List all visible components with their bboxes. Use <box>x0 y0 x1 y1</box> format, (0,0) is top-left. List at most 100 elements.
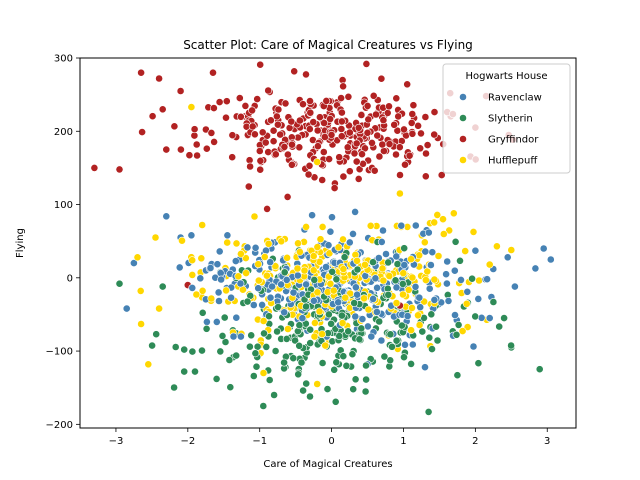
scatter-point-ravenclaw <box>425 229 432 236</box>
scatter-point-gryffindor <box>310 119 317 126</box>
scatter-point-hufflepuff <box>156 305 163 312</box>
scatter-point-gryffindor <box>409 130 416 137</box>
scatter-point-gryffindor <box>116 166 123 173</box>
scatter-point-gryffindor <box>392 151 399 158</box>
scatter-point-slytherin <box>345 328 352 335</box>
scatter-point-ravenclaw <box>290 289 297 296</box>
scatter-point-slytherin <box>501 315 508 322</box>
scatter-point-ravenclaw <box>444 258 451 265</box>
scatter-point-gryffindor <box>353 140 360 147</box>
scatter-point-slytherin <box>307 340 314 347</box>
scatter-point-ravenclaw <box>470 343 477 350</box>
x-tick-label: −2 <box>180 436 195 447</box>
scatter-point-ravenclaw <box>230 333 237 340</box>
x-tick-label: 3 <box>544 436 550 447</box>
scatter-point-gryffindor <box>247 163 254 170</box>
scatter-point-slytherin <box>338 312 345 319</box>
scatter-point-ravenclaw <box>364 323 371 330</box>
chart-title: Scatter Plot: Care of Magical Creatures … <box>183 38 473 52</box>
scatter-point-slytherin <box>343 362 350 369</box>
scatter-point-ravenclaw <box>359 316 366 323</box>
scatter-point-gryffindor <box>177 146 184 153</box>
scatter-point-hufflepuff <box>416 321 423 328</box>
scatter-point-hufflepuff <box>237 250 244 257</box>
scatter-point-slytherin <box>300 387 307 394</box>
scatter-point-slytherin <box>283 335 290 342</box>
scatter-point-gryffindor <box>396 171 403 178</box>
scatter-point-hufflepuff <box>301 267 308 274</box>
scatter-point-hufflepuff <box>431 276 438 283</box>
scatter-point-gryffindor <box>251 131 258 138</box>
scatter-point-slytherin <box>244 298 251 305</box>
scatter-point-slytherin <box>116 280 123 287</box>
scatter-point-ravenclaw <box>228 294 235 301</box>
scatter-point-gryffindor <box>320 148 327 155</box>
scatter-point-hufflepuff <box>138 320 145 327</box>
scatter-point-gryffindor <box>422 150 429 157</box>
scatter-point-slytherin <box>454 372 461 379</box>
scatter-point-slytherin <box>469 275 476 282</box>
scatter-point-hufflepuff <box>189 257 196 264</box>
scatter-point-gryffindor <box>284 193 291 200</box>
scatter-point-gryffindor <box>307 109 314 116</box>
scatter-point-slytherin <box>388 343 395 350</box>
scatter-point-slytherin <box>362 362 369 369</box>
scatter-point-slytherin <box>248 332 255 339</box>
scatter-point-gryffindor <box>358 111 365 118</box>
scatter-point-hufflepuff <box>409 274 416 281</box>
scatter-point-ravenclaw <box>422 248 429 255</box>
scatter-point-hufflepuff <box>260 369 267 376</box>
scatter-point-ravenclaw <box>398 222 405 229</box>
scatter-point-ravenclaw <box>214 261 221 268</box>
scatter-point-hufflepuff <box>340 266 347 273</box>
scatter-point-gryffindor <box>270 127 277 134</box>
scatter-point-gryffindor <box>163 146 170 153</box>
scatter-point-gryffindor <box>364 102 371 109</box>
scatter-point-gryffindor <box>306 98 313 105</box>
scatter-point-hufflepuff <box>339 319 346 326</box>
scatter-point-slytherin <box>376 318 383 325</box>
scatter-point-gryffindor <box>355 175 362 182</box>
scatter-point-ravenclaw <box>163 213 170 220</box>
scatter-point-gryffindor <box>365 116 372 123</box>
scatter-point-gryffindor <box>431 131 438 138</box>
scatter-point-ravenclaw <box>346 239 353 246</box>
scatter-point-gryffindor <box>259 129 266 136</box>
scatter-point-hufflepuff <box>476 277 483 284</box>
scatter-point-gryffindor <box>396 144 403 151</box>
scatter-point-gryffindor <box>296 117 303 124</box>
scatter-point-hufflepuff <box>134 254 141 261</box>
scatter-point-gryffindor <box>358 151 365 158</box>
scatter-point-gryffindor <box>372 111 379 118</box>
scatter-point-gryffindor <box>378 75 385 82</box>
scatter-point-gryffindor <box>211 138 218 145</box>
scatter-point-gryffindor <box>138 69 145 76</box>
scatter-point-slytherin <box>298 359 305 366</box>
scatter-point-ravenclaw <box>478 314 485 321</box>
scatter-point-hufflepuff <box>314 380 321 387</box>
scatter-point-gryffindor <box>236 95 243 102</box>
scatter-point-slytherin <box>233 352 240 359</box>
scatter-point-hufflepuff <box>314 158 321 165</box>
x-tick-label: −1 <box>252 436 267 447</box>
scatter-point-slytherin <box>260 330 267 337</box>
scatter-point-slytherin <box>303 380 310 387</box>
scatter-point-gryffindor <box>277 131 284 138</box>
scatter-point-ravenclaw <box>464 288 471 295</box>
scatter-point-ravenclaw <box>310 297 317 304</box>
scatter-point-slytherin <box>394 260 401 267</box>
scatter-point-slytherin <box>159 283 166 290</box>
scatter-point-gryffindor <box>374 132 381 139</box>
scatter-point-hufflepuff <box>339 236 346 243</box>
scatter-point-ravenclaw <box>375 254 382 261</box>
scatter-point-gryffindor <box>355 124 362 131</box>
scatter-point-gryffindor <box>264 205 271 212</box>
scatter-point-ravenclaw <box>416 294 423 301</box>
scatter-point-gryffindor <box>299 101 306 108</box>
scatter-point-ravenclaw <box>451 312 458 319</box>
scatter-point-gryffindor <box>249 107 256 114</box>
scatter-point-gryffindor <box>305 171 312 178</box>
scatter-point-gryffindor <box>229 132 236 139</box>
scatter-point-ravenclaw <box>217 270 224 277</box>
